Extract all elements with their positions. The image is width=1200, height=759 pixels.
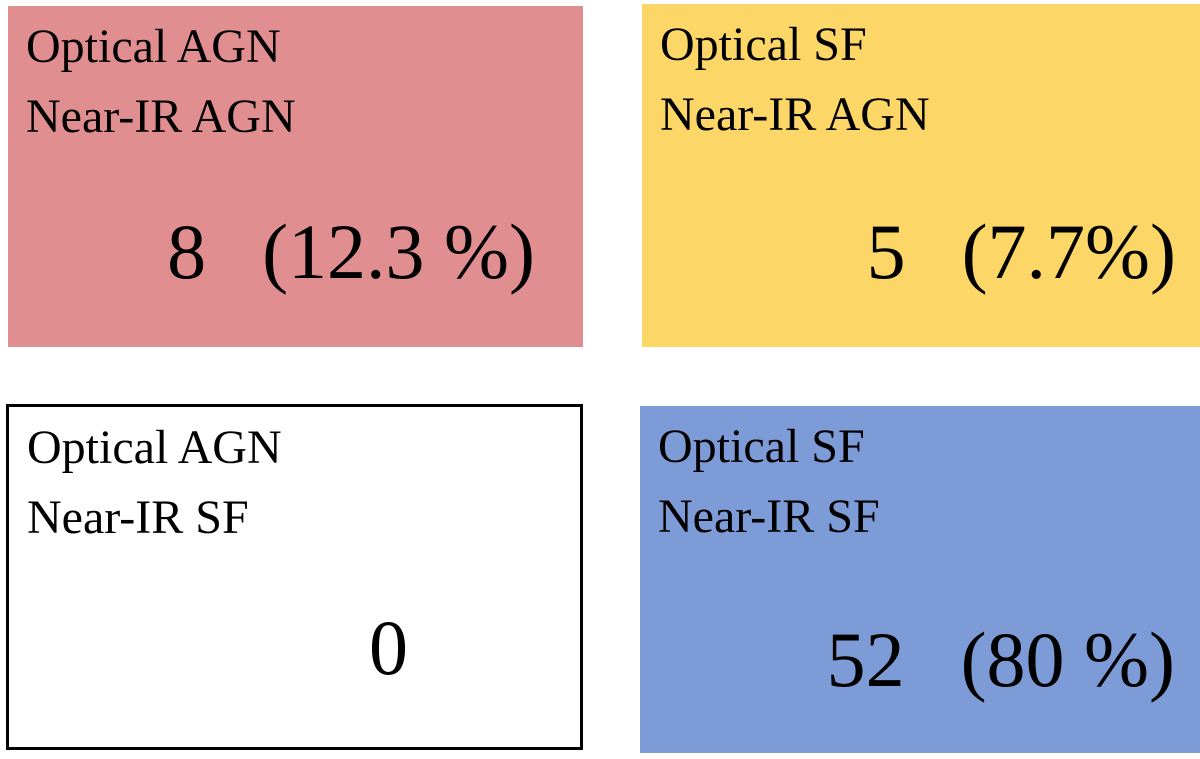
cell-value: 52 (80 %)	[827, 621, 1175, 699]
cell-optical-agn-nearir-agn: Optical AGN Near-IR AGN 8 (12.3 %)	[8, 6, 583, 347]
optical-class-label: Optical AGN	[27, 421, 282, 474]
cell-value: 0	[369, 609, 408, 687]
cell-value: 8 (12.3 %)	[167, 213, 535, 291]
optical-class-label: Optical AGN	[26, 20, 281, 73]
nearir-class-label: Near-IR SF	[658, 490, 880, 543]
cell-percent: (12.3 %)	[262, 208, 535, 295]
cell-labels: Optical AGN Near-IR AGN	[8, 6, 583, 152]
cell-count: 5	[866, 208, 906, 295]
cell-count: 8	[167, 208, 207, 295]
cell-labels: Optical SF Near-IR SF	[640, 406, 1200, 552]
cell-optical-sf-nearir-agn: Optical SF Near-IR AGN 5 (7.7%)	[642, 4, 1200, 347]
optical-class-label: Optical SF	[660, 18, 867, 71]
cell-optical-agn-nearir-sf: Optical AGN Near-IR SF 0	[6, 404, 583, 750]
cell-labels: Optical AGN Near-IR SF	[9, 407, 580, 553]
cell-value: 5 (7.7%)	[867, 213, 1176, 291]
cell-labels: Optical SF Near-IR AGN	[642, 4, 1200, 150]
cell-optical-sf-nearir-sf: Optical SF Near-IR SF 52 (80 %)	[640, 406, 1200, 753]
nearir-class-label: Near-IR SF	[27, 491, 249, 544]
nearir-class-label: Near-IR AGN	[660, 88, 930, 141]
cell-percent: (80 %)	[960, 616, 1175, 703]
cell-count: 52	[826, 616, 905, 703]
cell-count: 0	[369, 604, 408, 691]
nearir-class-label: Near-IR AGN	[26, 90, 296, 143]
optical-class-label: Optical SF	[658, 420, 865, 473]
cell-percent: (7.7%)	[961, 208, 1176, 295]
